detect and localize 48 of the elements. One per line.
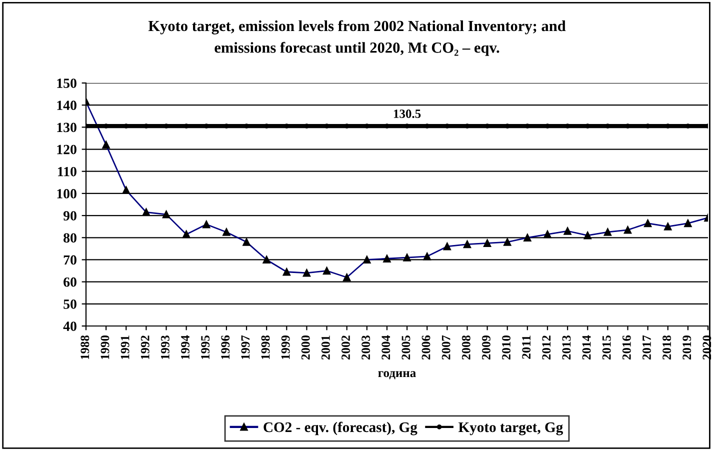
x-tick-label: 1995	[201, 335, 210, 360]
y-tick-label: 130	[57, 122, 76, 132]
legend-label: Kyoto target, Gg	[458, 422, 563, 436]
y-tick-label: 90	[63, 211, 76, 220]
x-tick-label: 2001	[321, 336, 330, 360]
x-tick-label: 2017	[642, 335, 651, 360]
x-tick-label: 1996	[221, 335, 230, 360]
x-tick-label: 1993	[160, 335, 170, 360]
x-tick-label: 2015	[602, 335, 611, 360]
x-tick-label: 1991	[120, 336, 130, 360]
y-tick-label: 100	[57, 189, 76, 198]
x-tick-label: 1990	[100, 336, 110, 360]
x-tick-label: 1988	[80, 335, 90, 360]
x-tick-label: 1992	[140, 336, 150, 360]
x-tick-label: 2018	[662, 335, 671, 360]
x-tick-label: 1994	[181, 335, 190, 360]
x-tick-label: 1998	[261, 335, 270, 360]
y-tick-label: 110	[58, 166, 76, 176]
x-tick-label: 2013	[562, 335, 571, 360]
chart-title: Kyoto target, emission levels from 2002 National Inventory; and emissions forecast until 2020, Mt CO₂ – eqv.	[148, 20, 566, 56]
y-tick-label: 120	[57, 144, 76, 154]
x-tick-label: 2006	[422, 335, 430, 360]
x-tick-label: 2004	[382, 335, 390, 360]
x-tick-label: 2016	[622, 335, 631, 360]
x-axis-title: година	[378, 371, 416, 380]
x-tick-label: 2000	[301, 336, 310, 360]
x-tick-label: 1999	[281, 335, 290, 360]
data-label: 130.5	[394, 110, 421, 118]
y-tick-label: 60	[64, 277, 76, 287]
x-tick-label: 2014	[582, 335, 591, 360]
x-tick-label: 2008	[462, 335, 470, 360]
x-tick-label: 2007	[442, 335, 450, 360]
x-tick-label: 2012	[542, 336, 551, 360]
x-tick-label: 2002	[342, 336, 350, 360]
legend-label: CO2 - eqv. (forecast), Gg	[264, 422, 418, 436]
y-tick-label: 80	[64, 233, 76, 243]
y-tick-label: 150	[57, 78, 76, 88]
y-tick-label: 140	[57, 100, 76, 110]
y-tick-label: 70	[64, 255, 76, 265]
x-tick-label: 2009	[482, 335, 490, 360]
x-tick-label: 2011	[522, 336, 531, 359]
x-tick-label: 1997	[241, 335, 250, 360]
x-tick-label: 2019	[682, 335, 692, 360]
x-tick-label: 2005	[402, 335, 410, 360]
y-tick-label: 50	[64, 299, 76, 309]
x-tick-label: 2003	[362, 335, 370, 360]
y-tick-label: 40	[63, 322, 76, 331]
x-tick-label: 2010	[502, 336, 510, 360]
